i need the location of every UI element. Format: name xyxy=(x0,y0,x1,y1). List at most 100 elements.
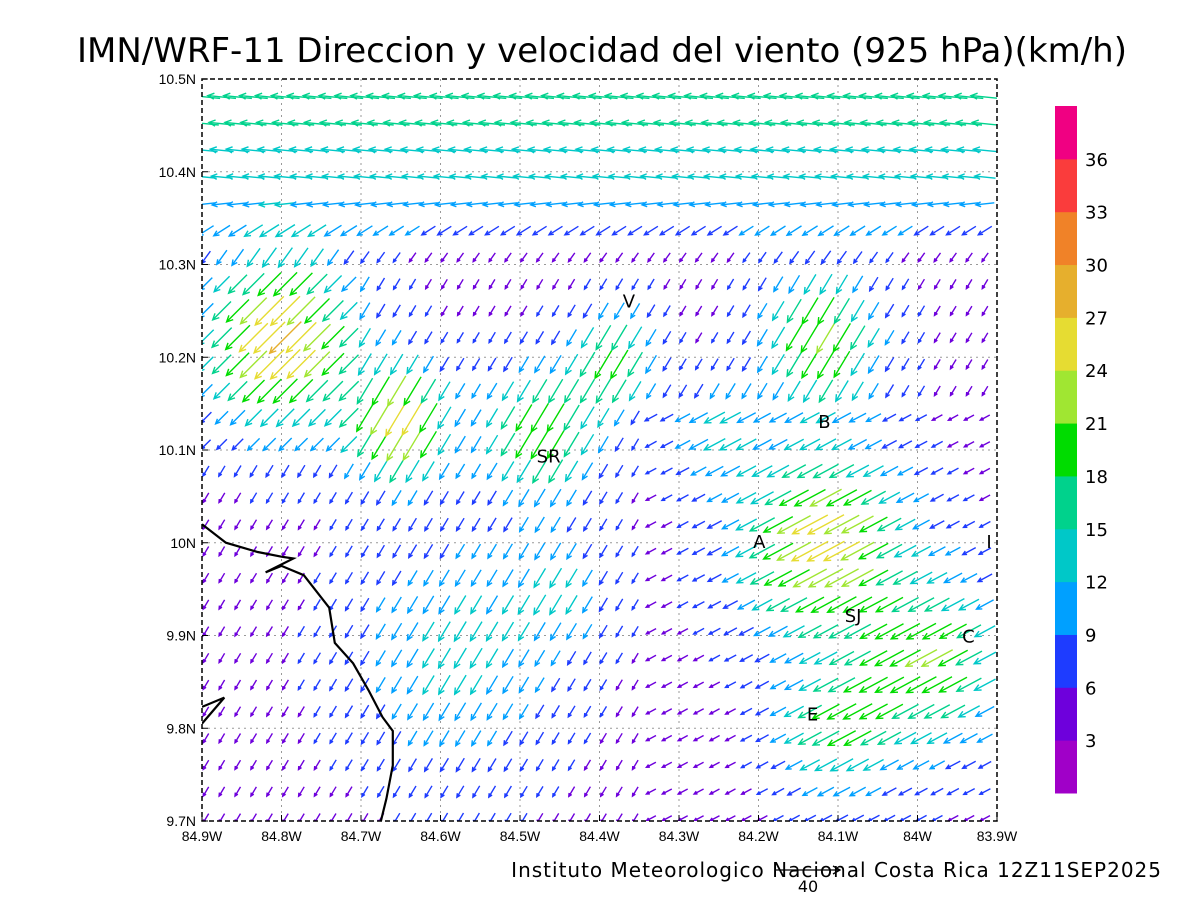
wind-vector xyxy=(706,546,723,556)
wind-vector xyxy=(513,201,534,208)
wind-vector xyxy=(518,676,530,694)
wind-vector xyxy=(928,520,945,529)
wind-vector xyxy=(202,706,210,718)
wind-vector xyxy=(202,329,215,345)
wind-vector xyxy=(884,329,895,346)
wind-vector xyxy=(703,411,726,424)
wind-vector xyxy=(416,173,440,180)
wind-vector xyxy=(313,545,321,558)
wind-vector xyxy=(695,278,703,290)
wind-vector xyxy=(604,119,633,127)
wind-vector xyxy=(549,354,562,375)
wind-vector xyxy=(630,410,640,426)
wind-vector xyxy=(502,569,514,588)
wind-vector xyxy=(832,786,851,797)
wind-vector xyxy=(615,732,623,745)
wind-vector xyxy=(406,354,419,375)
wind-vector xyxy=(338,380,360,402)
wind-vector xyxy=(674,439,691,449)
wind-vector xyxy=(885,384,895,399)
wind-vector xyxy=(376,251,386,264)
wind-vector xyxy=(678,384,688,399)
wind-vector xyxy=(974,705,995,717)
wind-vector xyxy=(858,516,888,533)
wind-vector xyxy=(582,517,592,532)
wind-vector xyxy=(439,490,449,506)
wind-vector xyxy=(962,520,976,529)
wind-vector xyxy=(676,708,689,715)
wind-vector xyxy=(580,327,595,349)
wind-vector xyxy=(710,252,719,264)
wind-vector xyxy=(763,569,793,586)
wind-vector xyxy=(782,625,805,638)
wind-vector xyxy=(211,301,232,322)
wind-vector xyxy=(202,250,211,264)
wind-vector xyxy=(286,296,316,326)
wind-vector xyxy=(800,322,820,354)
wind-vector xyxy=(305,379,329,403)
wind-vector xyxy=(849,325,866,351)
city-label: A xyxy=(753,532,766,553)
wind-vector xyxy=(726,305,735,318)
wind-vector xyxy=(533,488,546,508)
wind-vector xyxy=(407,544,418,559)
wind-vector xyxy=(533,568,547,589)
wind-vector xyxy=(376,785,385,799)
wind-vector xyxy=(792,568,828,588)
wind-vector xyxy=(615,571,624,585)
wind-vector xyxy=(297,492,306,505)
wind-vector xyxy=(424,278,433,291)
wind-vector xyxy=(254,295,285,327)
wind-vector xyxy=(645,708,657,715)
wind-vector xyxy=(440,785,449,799)
wind-vector xyxy=(851,381,864,402)
wind-vector xyxy=(250,599,258,611)
wind-vector xyxy=(338,407,359,428)
wind-vector xyxy=(534,677,545,694)
wind-vector xyxy=(368,173,392,180)
wind-vector xyxy=(965,332,973,344)
wind-vector xyxy=(297,652,305,665)
wind-vector xyxy=(501,381,515,402)
wind-vector xyxy=(313,519,321,531)
wind-vector xyxy=(376,518,385,532)
wind-vector xyxy=(659,413,674,422)
x-tick-label: 84.4W xyxy=(579,828,620,844)
wind-vector xyxy=(580,433,595,456)
x-tick-label: 84.3W xyxy=(659,828,700,844)
wind-vector xyxy=(202,122,219,126)
wind-vector xyxy=(767,201,788,208)
wind-vector xyxy=(504,278,512,290)
wind-vector xyxy=(406,596,419,615)
wind-vector xyxy=(407,730,418,747)
wind-vector xyxy=(794,596,825,613)
wind-vector xyxy=(981,385,989,397)
wind-vector xyxy=(926,732,948,745)
wind-vector xyxy=(885,251,894,264)
wind-vector xyxy=(656,201,677,208)
wind-vector xyxy=(234,572,242,584)
wind-vector xyxy=(801,786,818,797)
wind-vector xyxy=(608,201,629,208)
wind-vector xyxy=(329,545,337,558)
wind-vector xyxy=(358,327,372,348)
wind-vector xyxy=(536,278,544,291)
wind-vector xyxy=(454,408,467,428)
wind-vector xyxy=(329,732,337,745)
wind-vector xyxy=(233,465,242,478)
wind-vector xyxy=(754,653,770,663)
wind-vector xyxy=(842,489,872,506)
wind-vector xyxy=(320,325,345,350)
wind-vector xyxy=(704,465,724,477)
wind-vector xyxy=(224,324,251,351)
wind-vector xyxy=(551,705,561,719)
wind-vector xyxy=(783,201,804,208)
wind-vector xyxy=(218,679,226,691)
wind-vector xyxy=(599,544,608,559)
wind-vector xyxy=(599,652,608,665)
wind-vector xyxy=(797,731,822,745)
wind-vector xyxy=(700,119,728,127)
wind-vector xyxy=(484,225,500,236)
wind-vector xyxy=(942,572,963,584)
wind-vector xyxy=(716,119,744,127)
